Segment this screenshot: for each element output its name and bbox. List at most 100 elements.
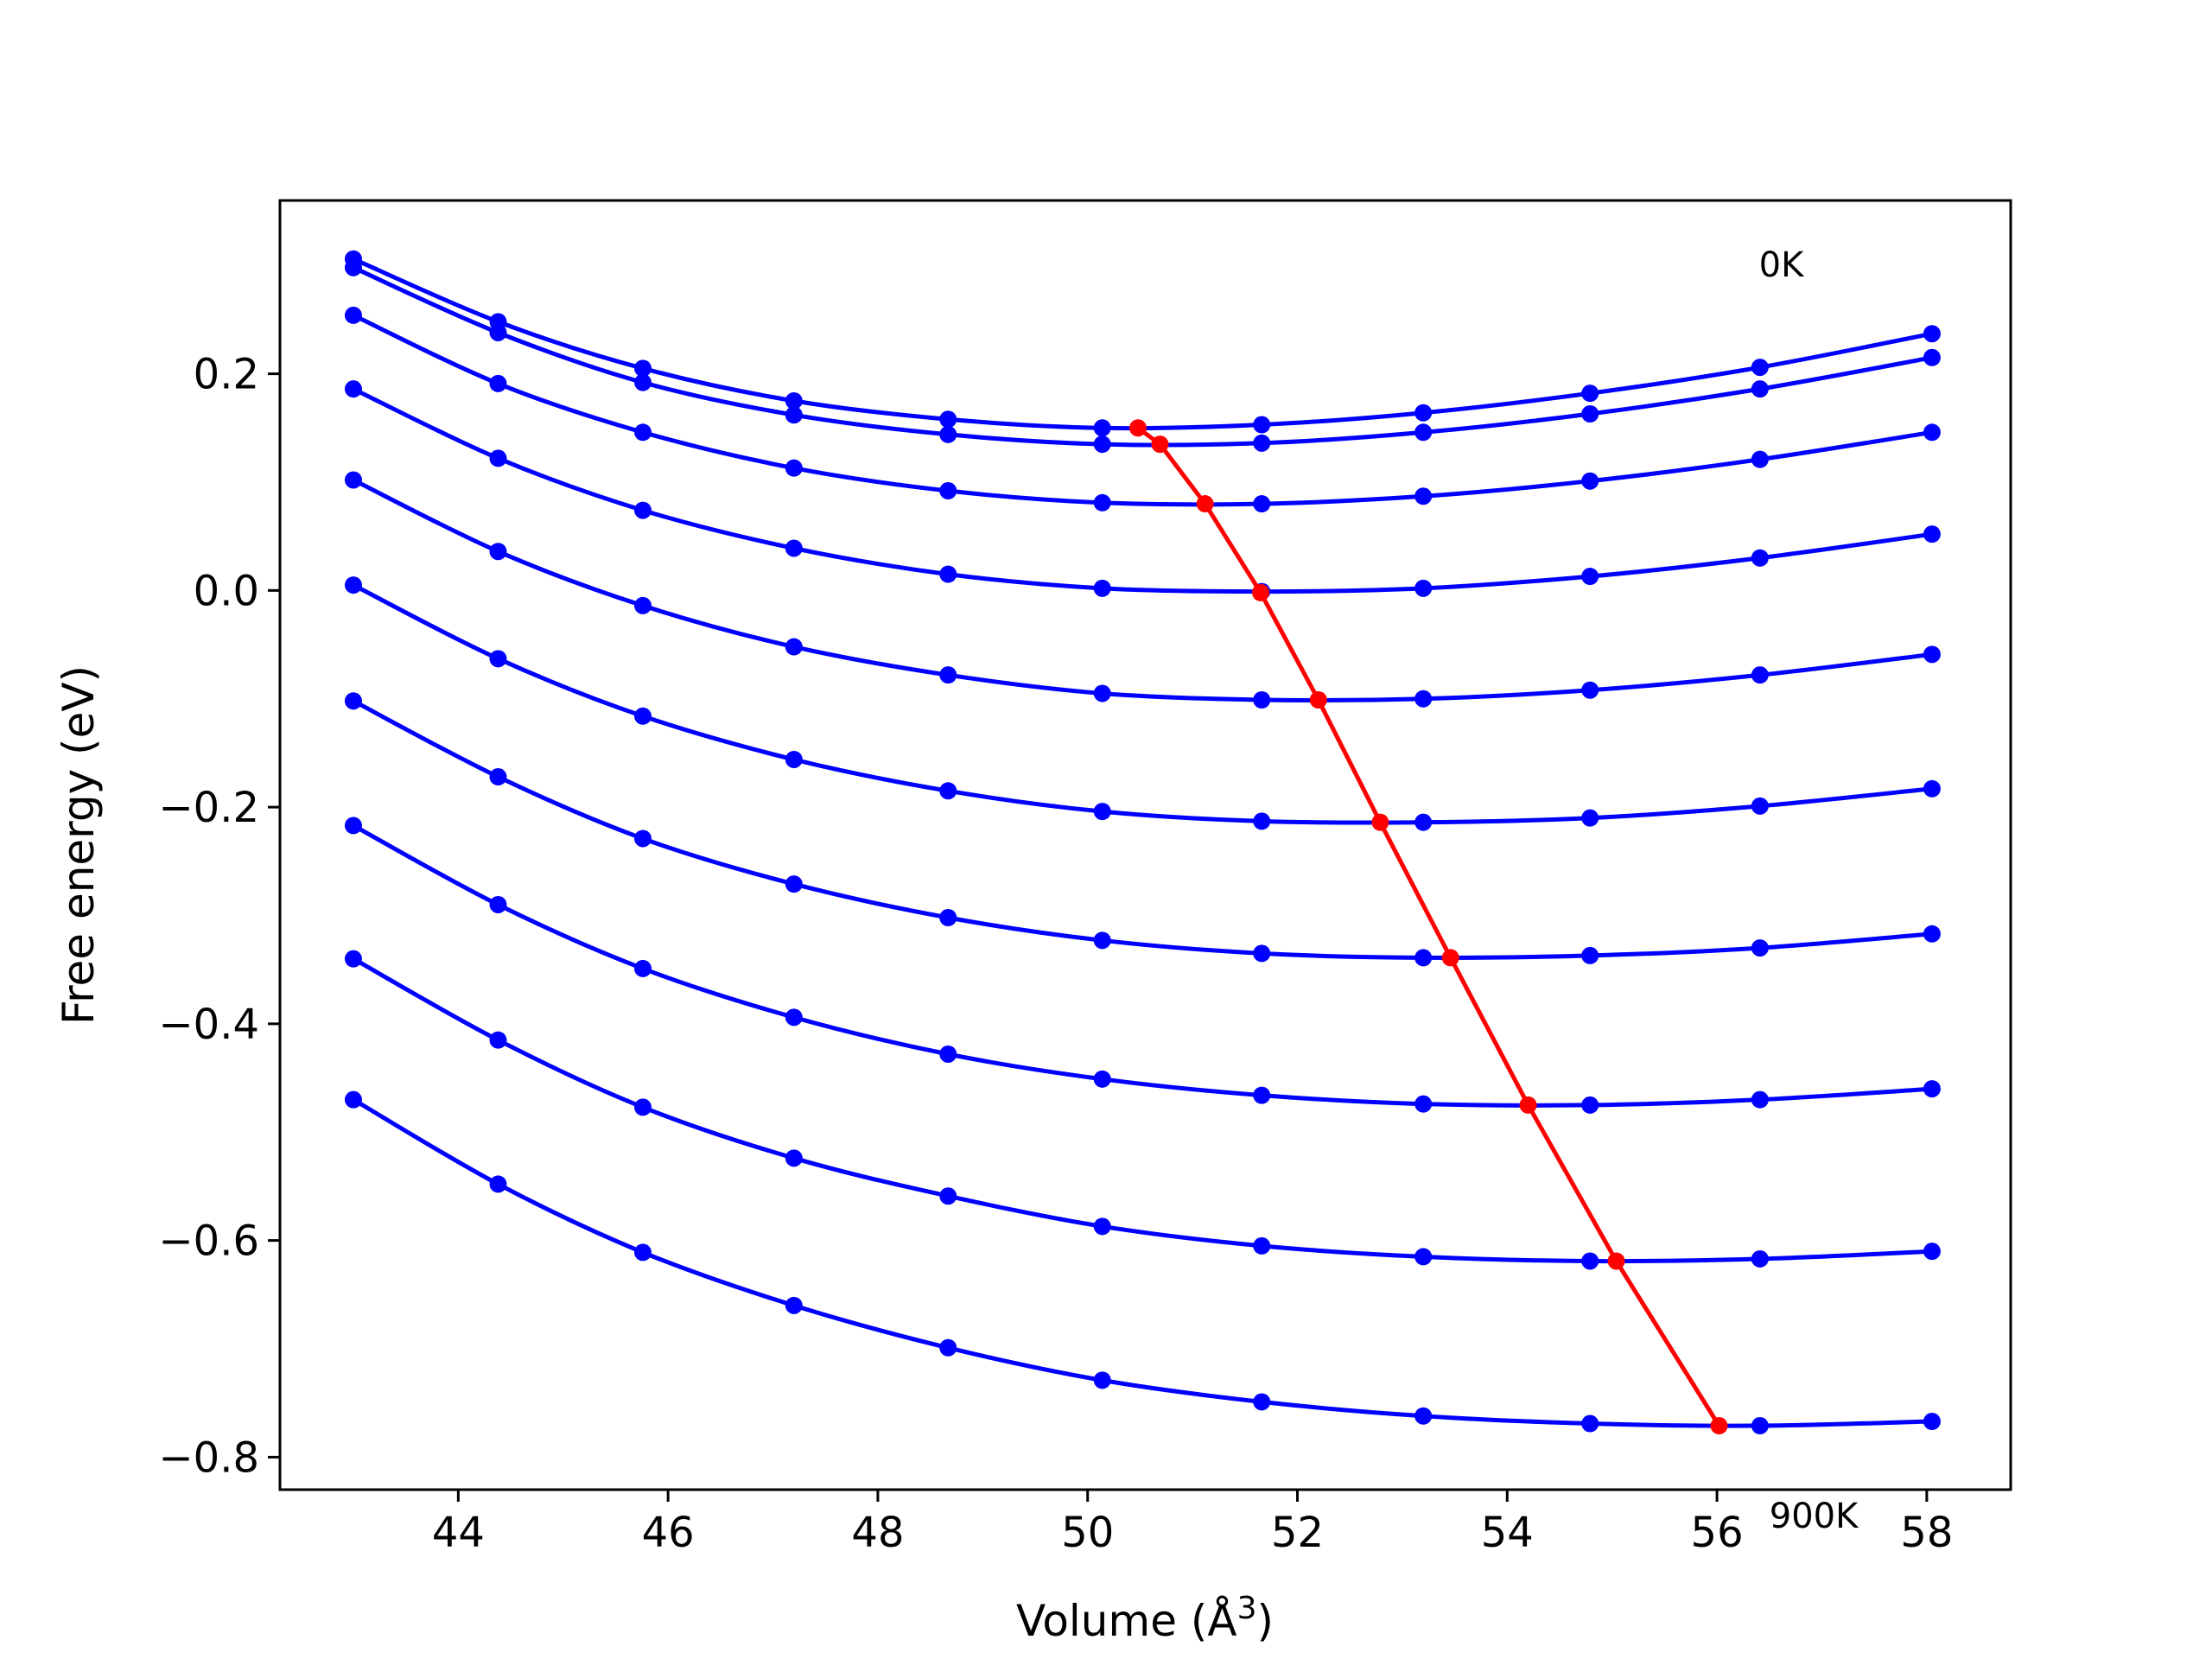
x-tick-label-54: 54	[1481, 1509, 1534, 1557]
curve-9-point-3	[785, 1296, 803, 1314]
curve-6-point-8	[1581, 946, 1599, 964]
curve-5-point-4	[939, 782, 957, 800]
curve-8-point-6	[1253, 1236, 1271, 1255]
curve-1-point-9	[1751, 380, 1769, 398]
minimum-point-9	[1710, 1417, 1728, 1435]
curve-7-point-3	[785, 1008, 803, 1027]
curve-0-point-6	[1253, 416, 1271, 434]
curve-5-point-10	[1923, 779, 1941, 798]
curve-4-point-10	[1923, 525, 1941, 543]
curve-9-point-5	[1093, 1371, 1111, 1389]
curve-0-point-7	[1414, 404, 1433, 422]
curve-1-point-6	[1253, 434, 1271, 452]
curve-8-point-8	[1581, 1252, 1599, 1270]
curve-3-point-6	[1253, 690, 1271, 709]
minimum-layer	[1129, 419, 1728, 1435]
curve-6-point-10	[1923, 925, 1941, 943]
minimum-line	[1136, 426, 1721, 1427]
curve-5-point-2	[634, 707, 652, 725]
x-tick-label-56: 56	[1691, 1509, 1744, 1557]
x-tick-label-58: 58	[1900, 1509, 1953, 1557]
annotation-900k: 900K	[1770, 1497, 1859, 1536]
curve-9-point-2	[634, 1243, 652, 1262]
curve-3-point-7	[1414, 690, 1433, 708]
x-axis-label-close: )	[1256, 1596, 1274, 1646]
x-axis-label-main: Volume (Å	[1016, 1596, 1237, 1646]
y-tick-label-0: −0.8	[158, 1433, 259, 1482]
curve-8-point-3	[785, 1149, 803, 1167]
curve-3-point-9	[1751, 666, 1769, 684]
curve-6-point-1	[489, 768, 507, 786]
curve-2-point-8	[1581, 472, 1599, 490]
curve-4-point-7	[1414, 579, 1433, 597]
curve-3-point-10	[1923, 645, 1941, 664]
curve-8-point-10	[1923, 1243, 1941, 1261]
curve-3-point-1	[489, 543, 507, 561]
curve-1-point-5	[1093, 435, 1111, 454]
x-tick-label-44: 44	[432, 1509, 485, 1557]
curve-4-point-8	[1581, 568, 1599, 586]
curve-7-point-4	[939, 1045, 957, 1063]
curve-2-point-7	[1414, 487, 1433, 505]
curve-9-point-10	[1923, 1413, 1941, 1431]
y-tick-label-5: 0.2	[194, 351, 259, 399]
y-tick-label-1: −0.6	[158, 1217, 259, 1266]
x-axis-label-superscript: 3	[1237, 1591, 1257, 1626]
curve-7-point-2	[634, 959, 652, 977]
curve-1-point-7	[1414, 423, 1433, 442]
curve-4-point-4	[939, 565, 957, 583]
curve-3-point-0	[344, 471, 362, 489]
curve-2-point-0	[344, 306, 362, 324]
curve-2-point-4	[939, 482, 957, 500]
minimum-point-1	[1151, 435, 1169, 454]
curve-7-point-10	[1923, 1080, 1941, 1098]
minimum-point-6	[1441, 949, 1459, 967]
curve-6-point-9	[1751, 939, 1769, 957]
curve-7-point-9	[1751, 1090, 1769, 1109]
curve-0-point-4	[939, 410, 957, 429]
minimum-point-0	[1129, 419, 1147, 437]
curve-3-point-8	[1581, 681, 1599, 699]
y-tick-label-2: −0.4	[158, 1001, 259, 1049]
curve-8-point-7	[1414, 1248, 1433, 1266]
x-tick-label-48: 48	[851, 1509, 904, 1557]
curve-6-point-2	[634, 830, 652, 848]
curve-5-point-3	[785, 750, 803, 768]
curve-6-point-4	[939, 909, 957, 927]
curve-5-point-7	[1414, 813, 1433, 831]
curve-4-point-5	[1093, 579, 1111, 597]
x-axis-label: Volume (Å3)	[1016, 1591, 1274, 1646]
minimum-point-7	[1519, 1096, 1537, 1114]
curve-6-point-3	[785, 875, 803, 893]
curve-5-point-0	[344, 576, 362, 594]
curve-3-point-2	[634, 596, 652, 614]
minimum-point-8	[1607, 1252, 1625, 1270]
curve-4-point-3	[785, 539, 803, 557]
curve-7-point-6	[1253, 1086, 1271, 1104]
x-ticks: 44 46 48 50 52 54 56 58	[432, 1490, 1953, 1557]
curve-5-point-9	[1751, 797, 1769, 815]
curve-9-point-8	[1581, 1414, 1599, 1433]
series-layer	[344, 250, 1941, 1435]
curve-1-point-0	[344, 258, 362, 276]
curve-9-point-7	[1414, 1407, 1433, 1425]
curve-0-point-5	[1093, 419, 1111, 437]
curve-8-point-1	[489, 1031, 507, 1049]
curve-1-point-8	[1581, 404, 1599, 423]
curve-1-point-4	[939, 425, 957, 443]
curve-1-point-2	[634, 373, 652, 391]
curve-2-point-3	[785, 459, 803, 477]
curve-6-point-0	[344, 692, 362, 710]
curve-8-point-4	[939, 1187, 957, 1205]
y-axis-label: Free energy (eV)	[54, 665, 104, 1025]
curve-2-point-2	[634, 423, 652, 442]
curve-4-point-9	[1751, 549, 1769, 567]
curve-9-point-9	[1751, 1417, 1769, 1435]
curve-3-point-5	[1093, 684, 1111, 702]
curve-7-point-8	[1581, 1096, 1599, 1114]
curve-9-point-6	[1253, 1393, 1271, 1411]
x-tick-label-50: 50	[1061, 1509, 1114, 1557]
curve-2-point-10	[1923, 423, 1941, 442]
